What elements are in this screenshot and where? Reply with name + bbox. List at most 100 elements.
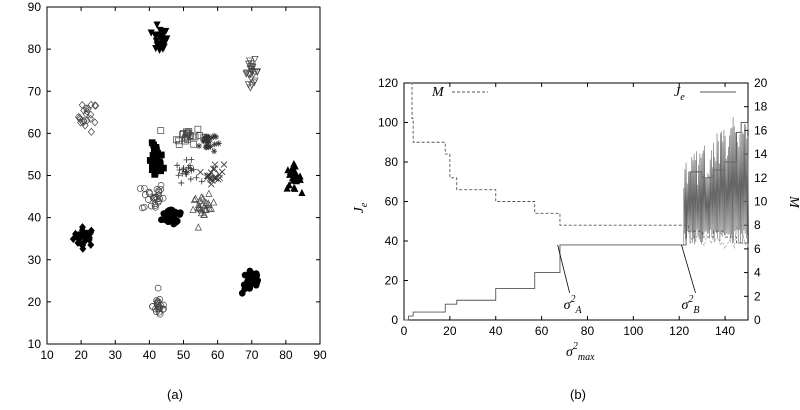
scatter-point: [83, 229, 91, 238]
y-tick-label: 40: [28, 211, 42, 225]
scatter-point: [205, 189, 213, 197]
scatter-point: [207, 204, 215, 212]
line-tick-marks: [403, 82, 748, 321]
annotation-a-main: σ: [564, 298, 572, 313]
right-y-tick-label: 20: [754, 76, 768, 90]
left-y-tick-label: 40: [385, 234, 399, 248]
scatter-point: [172, 218, 180, 226]
scatter-point: [160, 305, 167, 313]
caption-a: (a): [167, 387, 183, 402]
annotation-b-sup: 2: [688, 294, 693, 305]
scatter-point: [153, 156, 161, 163]
scatter-point: [157, 127, 165, 134]
scatter-point: [283, 184, 291, 192]
scatter-point: [171, 208, 179, 216]
scatter-point: [215, 140, 222, 147]
scatter-point: [183, 168, 190, 175]
scatter-point: [175, 137, 182, 145]
scatter-point: [291, 184, 299, 192]
scatter-point: [188, 133, 196, 141]
x-tick-label: 90: [313, 348, 327, 362]
scatter-point: [178, 179, 185, 186]
scatter-point: [153, 21, 161, 29]
scatter-point: [202, 198, 210, 206]
scatter-point: [199, 194, 207, 202]
x-axis-label-main: σ: [566, 345, 574, 360]
scatter-point: [148, 166, 156, 174]
scatter-point: [154, 284, 162, 292]
scatter-point: [252, 281, 260, 289]
x-tick-label: 120: [669, 324, 689, 338]
line-x-tick-labels: 0 20 40 60 80 100 120 140: [401, 324, 736, 338]
scatter-point: [152, 305, 159, 313]
scatter-point: [72, 229, 79, 238]
scatter-point: [201, 201, 209, 209]
scatter-x-tick-labels: 10 20 30 40 50 60 70 80 90: [40, 348, 327, 362]
y-tick-label: 70: [28, 84, 42, 98]
scatter-point: [244, 81, 253, 89]
scatter-point: [183, 156, 190, 163]
x-tick-label: 20: [74, 348, 88, 362]
scatter-point: [153, 298, 161, 306]
scatter-point: [194, 223, 202, 231]
scatter-point: [146, 157, 154, 164]
scatter-point: [158, 216, 165, 224]
x-tick-label: 30: [109, 348, 123, 362]
scatter-point: [141, 191, 149, 198]
scatter-point: [296, 175, 304, 183]
scatter-point: [207, 143, 214, 150]
scatter-point: [210, 198, 218, 206]
legend: M Je: [431, 85, 736, 103]
annotation-sigma-a: σ2A: [564, 294, 583, 316]
x-axis-label: σ2max: [566, 341, 595, 363]
x-tick-label: 0: [401, 324, 408, 338]
scatter-point: [200, 138, 207, 145]
scatter-point: [160, 301, 167, 309]
scatter-point: [140, 203, 148, 211]
scatter-point: [207, 169, 215, 176]
scatter-point: [253, 68, 261, 76]
scatter-point: [203, 172, 211, 180]
scatter-point: [153, 301, 161, 309]
annotation-b-main: σ: [681, 298, 689, 313]
y-tick-label: 60: [28, 126, 42, 140]
scatter-tick-marks: [46, 6, 321, 345]
x-tick-label: 80: [279, 348, 293, 362]
scatter-point: [194, 125, 202, 133]
scatter-point: [145, 196, 152, 203]
scatter-point: [187, 176, 194, 183]
left-y-axis-label-sub: e: [359, 202, 370, 207]
left-y-tick-label: 120: [378, 76, 398, 90]
annotation-arrow-a: [557, 244, 571, 294]
scatter-point: [82, 104, 90, 113]
scatter-point: [136, 185, 144, 192]
scatter-point: [150, 193, 158, 201]
scatter-point: [190, 140, 198, 148]
scatter-point: [76, 113, 84, 122]
scatter-point: [196, 143, 203, 150]
scatter-point: [245, 60, 253, 68]
right-y-tick-label: 2: [754, 289, 761, 303]
scatter-point: [205, 200, 213, 208]
scatter-point: [159, 29, 167, 37]
scatter-point: [197, 168, 204, 176]
scatter-point: [198, 200, 207, 208]
scatter-point: [246, 84, 254, 92]
y-tick-label: 20: [28, 295, 42, 309]
right-y-tick-label: 0: [754, 313, 761, 327]
scatter-point: [203, 133, 210, 140]
legend-label-m: M: [431, 85, 445, 100]
scatter-point: [174, 162, 181, 169]
annotation-b-sub: B: [693, 305, 699, 316]
left-y-tick-label: 20: [385, 274, 399, 288]
scatter-point: [160, 210, 168, 217]
line-series: [404, 82, 749, 321]
scatter-point: [87, 127, 95, 136]
scatter-point: [91, 101, 99, 110]
left-y-tick-label: 100: [378, 116, 398, 130]
scatter-point: [91, 118, 99, 127]
caption-b: (b): [570, 387, 586, 402]
scatter-point: [153, 146, 160, 154]
scatter-point: [248, 276, 255, 284]
scatter-point: [77, 118, 84, 127]
